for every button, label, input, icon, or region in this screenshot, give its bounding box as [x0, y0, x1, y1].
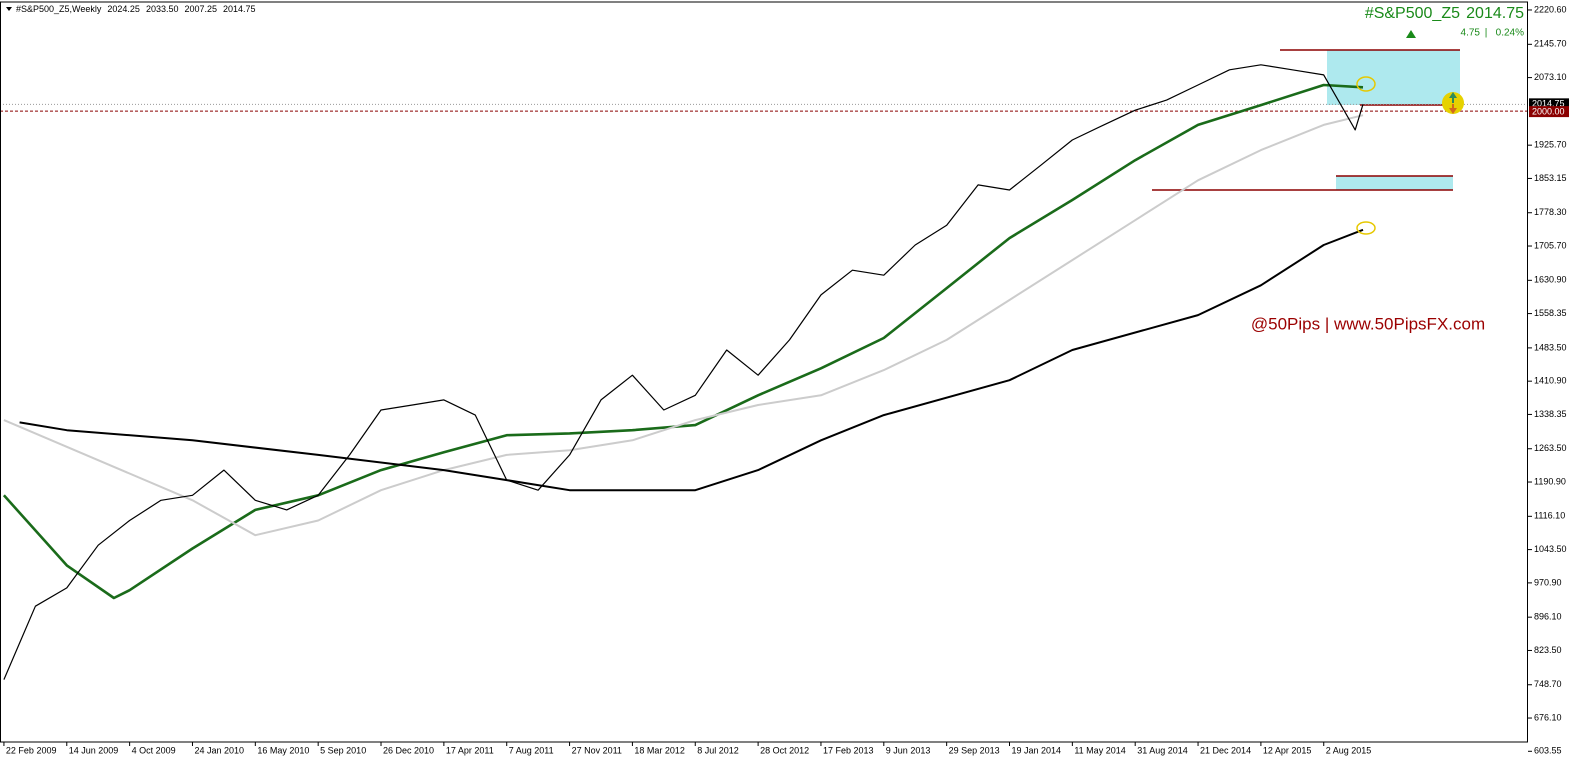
y-tick-label: 1925.70	[1534, 140, 1567, 150]
y-tick-label: 2073.10	[1534, 72, 1567, 82]
zone-box	[1327, 50, 1460, 105]
y-tick-label: 1338.35	[1534, 409, 1567, 419]
series-line	[2, 83, 1364, 600]
y-tick-label: 676.10	[1534, 712, 1562, 722]
y-tick-label: 2220.60	[1534, 4, 1567, 14]
x-tick-label: 11 May 2014	[1074, 745, 1125, 755]
x-tick-label: 8 Jul 2012	[697, 745, 739, 755]
change: 4.75	[1461, 28, 1481, 39]
symbol-label: #S&P500_Z5,Weekly	[16, 4, 102, 14]
last-price: 2014.75	[1466, 5, 1524, 22]
y-tick-label: 896.10	[1534, 612, 1562, 622]
symbol-title: #S&P500_Z5	[1365, 5, 1460, 22]
zone-box	[1336, 176, 1453, 190]
x-tick-label: 7 Aug 2011	[509, 745, 554, 755]
y-tick-label: 1630.90	[1534, 275, 1567, 285]
highlight-circle	[1356, 76, 1376, 92]
x-tick-label: 24 Jan 2010	[194, 745, 244, 755]
x-tick-label: 29 Sep 2013	[949, 745, 1000, 755]
series-line	[3, 114, 1364, 537]
ohlc-value: 2014.75	[223, 4, 256, 14]
y-tick-label: 1778.30	[1534, 207, 1567, 217]
ohlc-value: 2033.50	[146, 4, 179, 14]
plot	[0, 64, 1528, 680]
y-tick-label: 1116.10	[1534, 511, 1565, 521]
series-line	[19, 228, 1364, 492]
y-tick-label: 2145.70	[1534, 39, 1567, 49]
ohlc-value: 2007.25	[184, 4, 217, 14]
x-tick-label: 27 Nov 2011	[572, 745, 622, 755]
y-tick-label: 1483.50	[1534, 342, 1567, 352]
x-tick-label: 4 Oct 2009	[132, 745, 176, 755]
y-tick-label: 1410.90	[1534, 376, 1567, 386]
change-pct: 0.24%	[1496, 28, 1524, 39]
y-tick-label: 1043.50	[1534, 544, 1567, 554]
chart-header: #S&P500_Z5,Weekly 2024.25 2033.50 2007.25 20…	[16, 4, 256, 14]
change-separator: |	[1485, 28, 1488, 39]
alert-icon	[1449, 104, 1457, 114]
y-tick-label: 970.90	[1534, 577, 1562, 587]
x-tick-label: 17 Apr 2011	[446, 745, 494, 755]
x-tick-label: 22 Feb 2009	[6, 745, 57, 755]
level-badge-label: 2000.00	[1532, 106, 1565, 116]
x-tick-label: 14 Jun 2009	[69, 745, 119, 755]
price-badge-label: 2014.75	[1532, 99, 1565, 109]
price-badge	[1529, 98, 1569, 110]
x-tick-label: 18 Mar 2012	[634, 745, 685, 755]
plot-frame	[0, 1, 1528, 743]
x-tick-label: 2 Aug 2015	[1326, 745, 1372, 755]
x-tick-label: 19 Jan 2014	[1012, 745, 1062, 755]
y-tick-label: 1263.50	[1534, 443, 1567, 453]
x-tick-label: 16 May 2010	[257, 745, 309, 755]
x-tick-label: 28 Oct 2012	[760, 745, 809, 755]
menu-arrow	[6, 7, 12, 11]
x-tick-label: 12 Apr 2015	[1263, 745, 1312, 755]
y-tick-label: 748.70	[1534, 679, 1562, 689]
series-line	[3, 64, 1364, 680]
y-tick-label: 1853.15	[1534, 173, 1567, 183]
y-tick-label: 603.55	[1534, 746, 1562, 756]
y-tick-label: 1705.70	[1534, 240, 1567, 250]
level-badge	[1529, 106, 1569, 118]
x-tick-label: 5 Sep 2010	[320, 745, 366, 755]
highlight-circle	[1356, 221, 1376, 235]
watermark: @50Pips | www.50PipsFX.com	[1251, 314, 1485, 333]
alert-icon	[1449, 92, 1457, 103]
x-tick-label: 17 Feb 2013	[823, 745, 874, 755]
up-arrow	[1406, 30, 1416, 38]
x-tick-label: 21 Dec 2014	[1200, 745, 1251, 755]
x-tick-label: 31 Aug 2014	[1137, 745, 1188, 755]
x-tick-label: 26 Dec 2010	[383, 745, 434, 755]
x-tick-label: 9 Jun 2013	[886, 745, 931, 755]
ohlc-value: 2024.25	[107, 4, 140, 14]
y-tick-label: 823.50	[1534, 645, 1562, 655]
y-tick-label: 1190.90	[1534, 476, 1566, 486]
y-tick-label: 1558.35	[1534, 308, 1567, 318]
